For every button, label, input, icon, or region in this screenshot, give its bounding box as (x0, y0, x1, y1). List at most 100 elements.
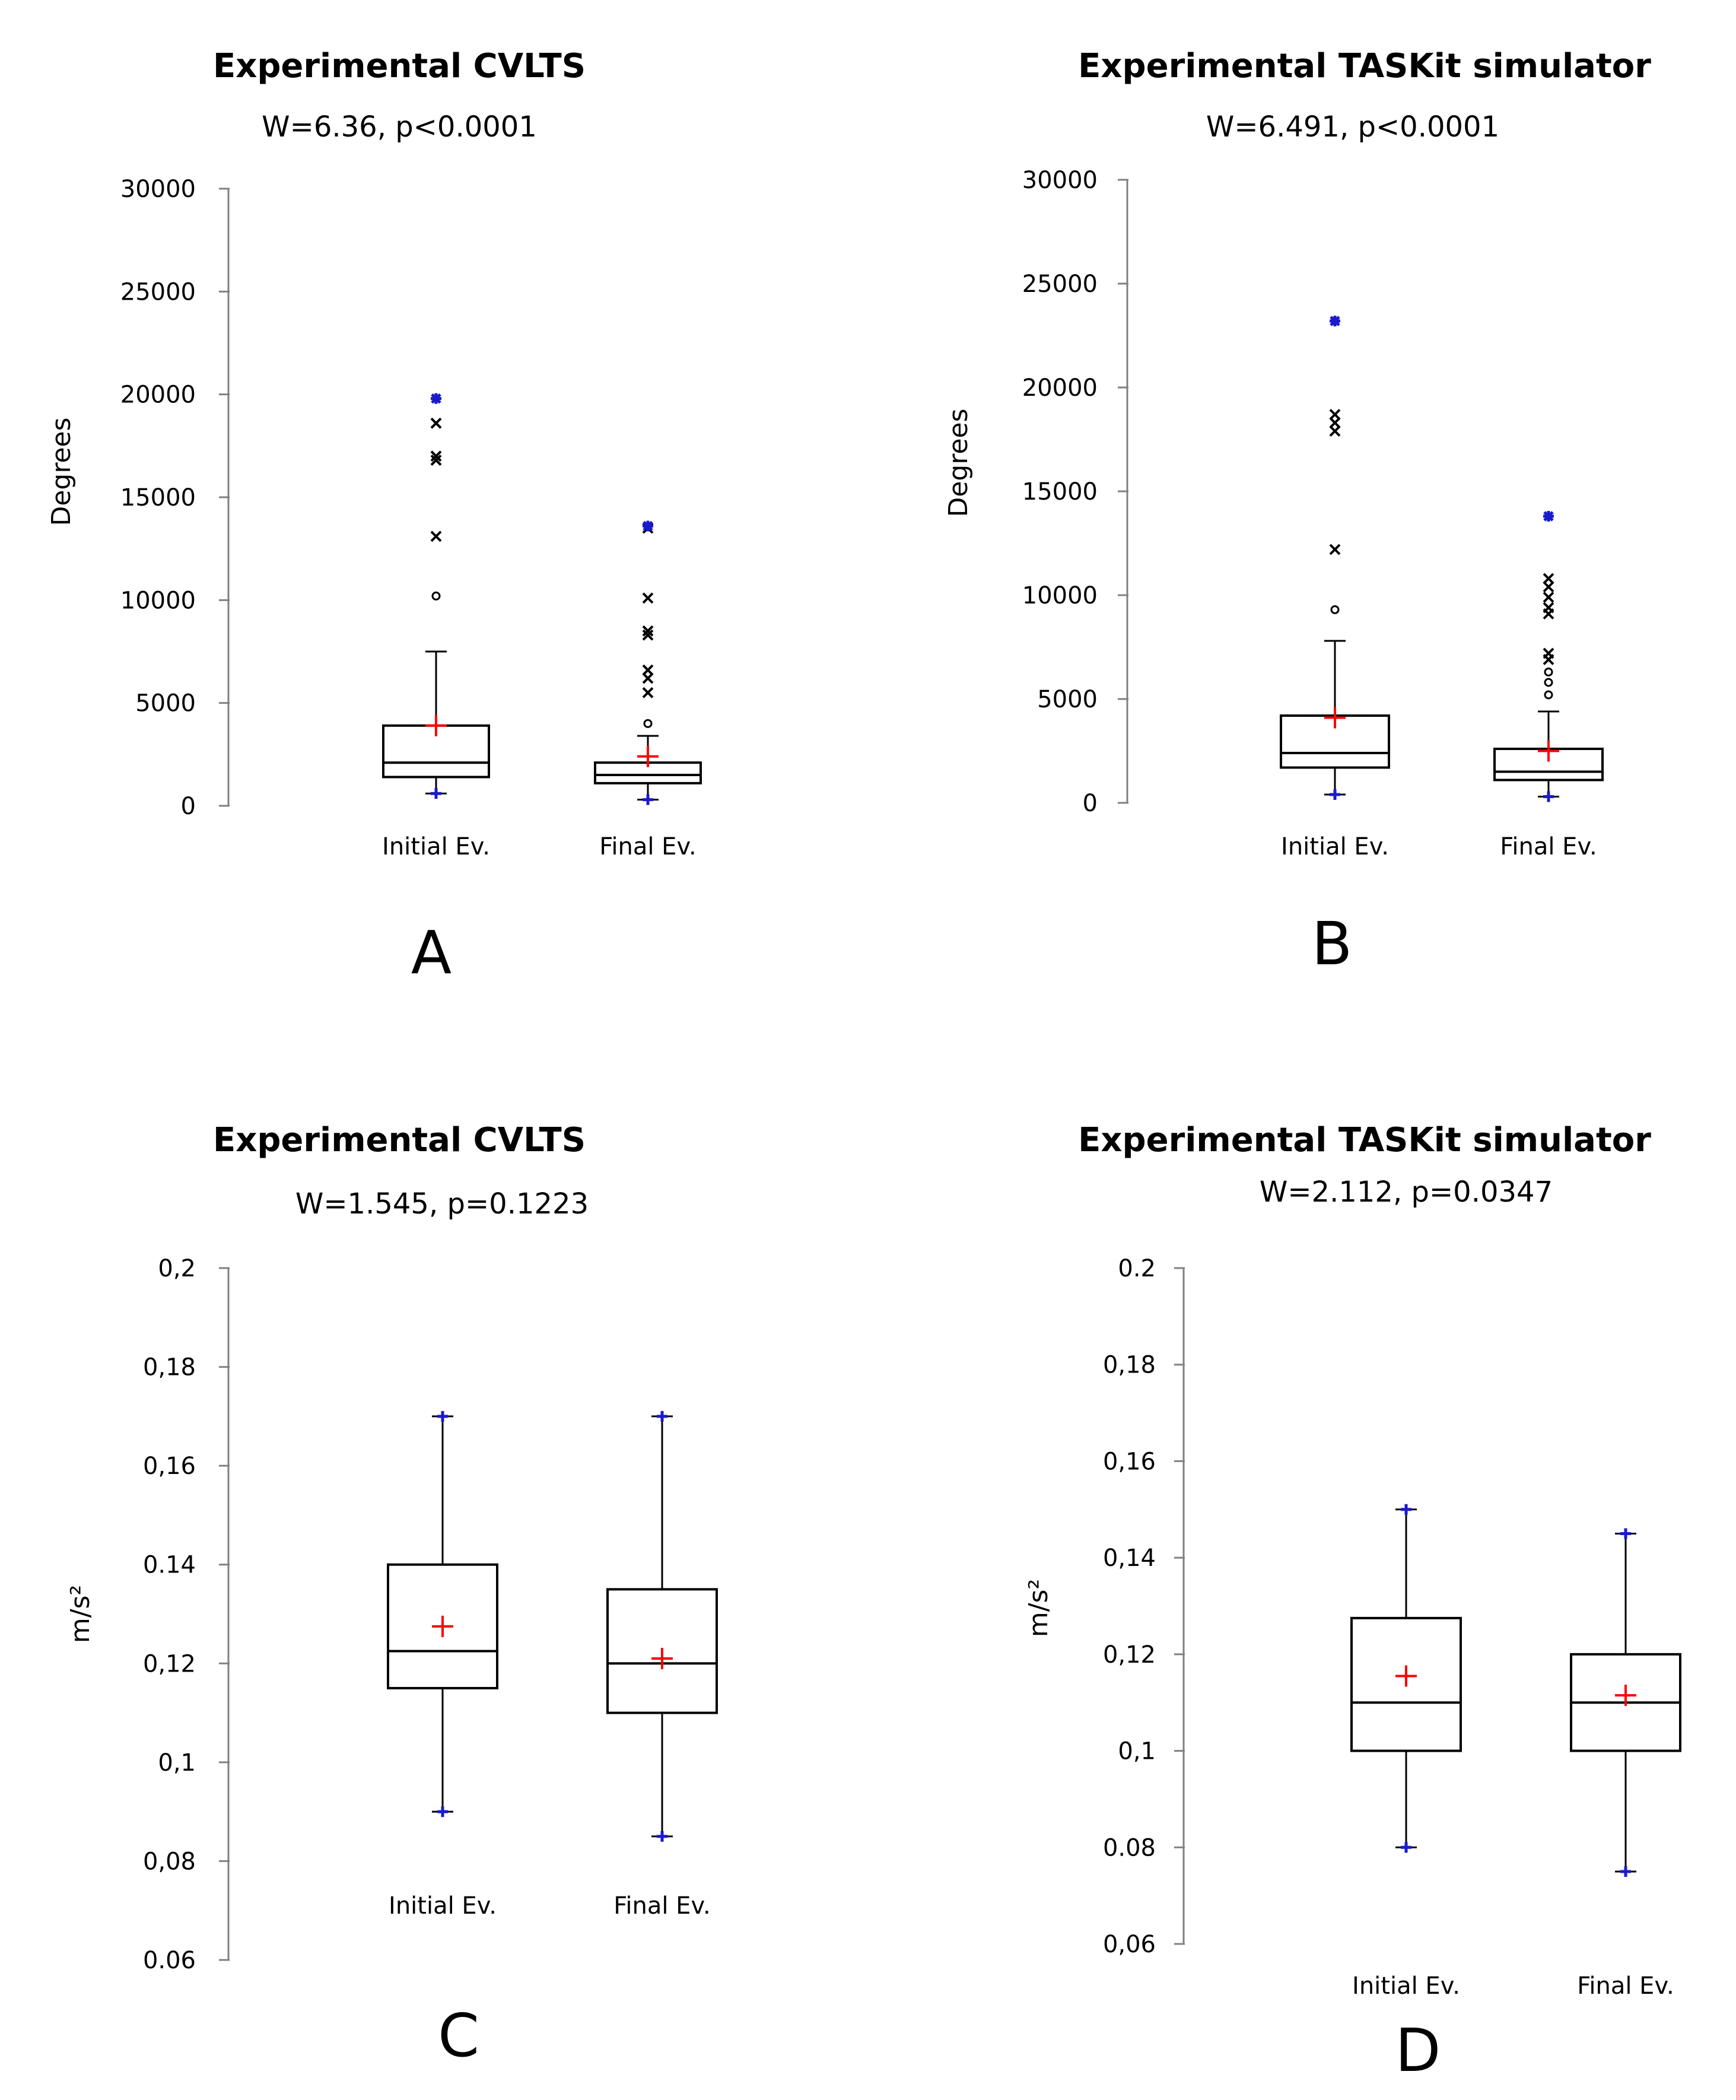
box-final: Final Ev. (606, 1410, 718, 1920)
y-tick-label: 10000 (120, 587, 196, 614)
outlier-circle (431, 591, 441, 601)
min-marker (1401, 1842, 1411, 1853)
outlier-star (1543, 647, 1554, 659)
chart-subtitle: W=2.112, p=0.0347 (1260, 1176, 1553, 1209)
y-tick-label: 5000 (135, 690, 196, 717)
outlier-star (642, 625, 654, 637)
x-category-label: Initial Ev. (382, 833, 490, 860)
y-tick-label: 0,12 (143, 1650, 196, 1678)
max-marker (657, 1410, 667, 1422)
max-marker (1543, 511, 1554, 522)
chart-title: Experimental TASKit simulator (1078, 47, 1651, 85)
outlier-star (642, 664, 654, 676)
y-tick-label: 0,1 (1118, 1738, 1156, 1765)
box-initial: Initial Ev. (382, 393, 490, 860)
outlier-star (430, 530, 442, 542)
outlier-star (642, 592, 654, 604)
chart-subtitle: W=6.491, p<0.0001 (1206, 110, 1499, 144)
mean-marker (637, 745, 659, 767)
min-marker (1330, 789, 1340, 800)
y-tick-label: 30000 (120, 176, 196, 203)
y-axis-label: m/s² (1023, 1579, 1054, 1637)
y-tick-label: 0,1 (158, 1749, 196, 1777)
chart-panel-d: Experimental TASKit simulator W=2.112, p=… (1023, 1121, 1681, 2085)
min-marker (1543, 791, 1554, 802)
box-final: Final Ev. (1570, 1528, 1681, 2000)
chart-subtitle: W=1.545, p=0.1223 (295, 1187, 589, 1221)
box-iqr (606, 1588, 718, 1714)
outlier-circle (1544, 668, 1553, 676)
chart-title: Experimental CVLTS (213, 47, 586, 85)
x-category-label: Final Ev. (599, 833, 696, 860)
max-marker (431, 393, 441, 404)
mean-marker (1615, 1685, 1636, 1707)
y-tick-label: 25000 (120, 278, 196, 306)
y-tick-label: 20000 (1022, 374, 1098, 402)
y-tick-label: 0,2 (158, 1255, 196, 1282)
min-marker (1620, 1866, 1631, 1877)
box-final: Final Ev. (594, 520, 702, 860)
y-tick-label: 0.06 (143, 1947, 196, 1974)
y-tick-label: 0,18 (1103, 1352, 1156, 1379)
outlier-star (1543, 573, 1554, 584)
y-tick-label: 0.08 (1103, 1834, 1156, 1861)
min-marker (657, 1831, 667, 1842)
y-tick-label: 25000 (1022, 271, 1098, 298)
box-initial: Initial Ev. (387, 1410, 498, 1920)
y-tick-label: 0.2 (1118, 1255, 1156, 1282)
x-category-label: Initial Ev. (389, 1892, 497, 1920)
mean-marker (432, 1615, 453, 1637)
outlier-star (1543, 602, 1554, 614)
box-iqr (387, 1563, 498, 1689)
y-tick-label: 0,18 (143, 1354, 196, 1381)
outlier-star (642, 687, 654, 698)
y-tick-label: 0,16 (143, 1453, 196, 1480)
min-marker (437, 1806, 448, 1818)
mean-marker (651, 1647, 673, 1669)
chart-title: Experimental TASKit simulator (1078, 1121, 1651, 1159)
y-tick-label: 10000 (1022, 582, 1098, 609)
box-final: Final Ev. (1493, 511, 1604, 860)
chart-title: Experimental CVLTS (213, 1121, 586, 1159)
outlier-star (1543, 592, 1554, 603)
outlier-star (1329, 409, 1341, 420)
y-tick-label: 0,14 (1103, 1545, 1156, 1572)
box-iqr (1350, 1616, 1462, 1752)
y-axis-label: Degrees (46, 417, 77, 526)
x-category-label: Initial Ev. (1352, 1972, 1460, 2000)
x-category-label: Final Ev. (1577, 1972, 1674, 2000)
box-initial: Initial Ev. (1350, 1504, 1462, 2000)
chart-subtitle: W=6.36, p<0.0001 (262, 110, 537, 144)
outlier-star (1543, 581, 1554, 593)
panel-letter: B (1312, 909, 1353, 978)
outlier-star (1329, 544, 1341, 555)
mean-marker (1395, 1665, 1417, 1687)
x-category-label: Initial Ev. (1281, 833, 1389, 860)
y-tick-label: 0,08 (143, 1848, 196, 1875)
y-tick-label: 15000 (120, 484, 196, 512)
x-category-label: Final Ev. (613, 1892, 710, 1920)
max-marker (1330, 316, 1340, 326)
outlier-star (642, 629, 654, 641)
y-tick-label: 30000 (1022, 167, 1098, 194)
outlier-star (642, 672, 654, 684)
chart-panel-a: Experimental CVLTS W=6.36, p<0.0001 0 5000 1… (46, 47, 702, 987)
mean-marker (1324, 707, 1346, 729)
box-initial: Initial Ev. (1280, 316, 1390, 860)
y-tick-label: 20000 (120, 382, 196, 409)
panel-letter: A (411, 918, 452, 987)
mean-marker (425, 714, 447, 736)
y-tick-label: 0,16 (1103, 1448, 1156, 1475)
max-marker (643, 520, 653, 532)
y-tick-label: 0.14 (143, 1552, 196, 1579)
chart-panel-c: Experimental CVLTS W=1.545, p=0.1223 0.06 0… (65, 1121, 718, 2070)
outlier-circle (1544, 678, 1553, 687)
outlier-circle (1330, 605, 1340, 614)
y-tick-label: 0,12 (1103, 1641, 1156, 1669)
min-marker (431, 788, 441, 799)
y-axis-label: m/s² (65, 1585, 96, 1643)
y-tick-label: 0,06 (1103, 1931, 1156, 1958)
x-category-label: Final Ev. (1500, 833, 1597, 860)
outlier-star (430, 455, 442, 466)
